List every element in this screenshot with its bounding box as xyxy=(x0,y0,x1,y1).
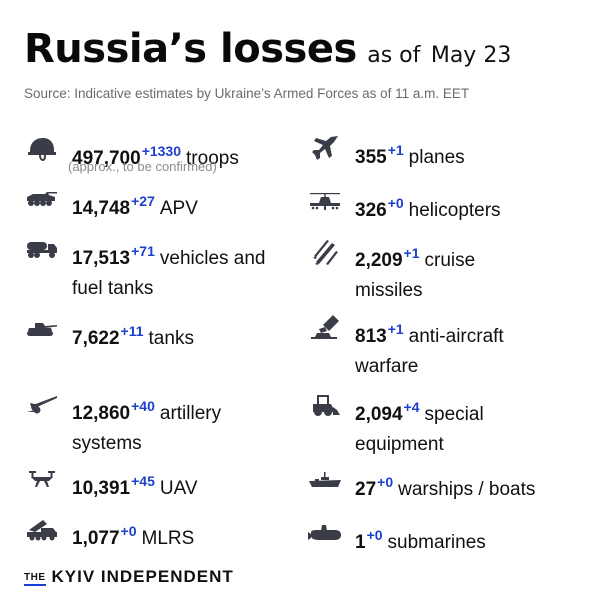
helmet-icon xyxy=(24,136,60,162)
stat-delta: +0 xyxy=(366,527,383,543)
drone-icon xyxy=(24,466,60,492)
stat-delta: +11 xyxy=(120,323,144,339)
brand-logo: THE KYIV INDEPENDENT xyxy=(24,567,234,587)
stat-label: cruise xyxy=(424,250,476,271)
stat-value: 1,077 xyxy=(72,528,120,549)
stat-label: helicopters xyxy=(408,200,501,221)
anti-aircraft-icon xyxy=(307,314,343,340)
stat-delta: +0 xyxy=(120,523,137,539)
brand-name: KYIV INDEPENDENT xyxy=(51,567,234,586)
stat-text: 326+0 helicopters xyxy=(355,188,501,226)
artillery-icon xyxy=(24,391,60,417)
stat-text: 2,094+4 special equipment xyxy=(355,392,484,460)
stat-label: artillery xyxy=(159,403,222,424)
stat-value: 355 xyxy=(355,147,387,168)
stat-delta: +0 xyxy=(377,474,394,490)
stat-value: 1 xyxy=(355,532,366,553)
stat-text: 1,077+0 MLRS xyxy=(72,516,194,554)
stat-text: 813+1 anti-aircraft warfare xyxy=(355,314,504,382)
stat-text: 1+0 submarines xyxy=(355,520,486,558)
stat-delta: +1330 xyxy=(141,143,182,159)
stat-text: 12,860+40 artillery systems xyxy=(72,391,221,459)
stat-delta: +4 xyxy=(403,399,420,415)
plane-icon xyxy=(307,135,343,161)
warship-icon xyxy=(307,467,343,493)
stat-delta: +27 xyxy=(131,193,155,209)
stat-label-line2: missiles xyxy=(355,280,423,301)
stat-delta: +71 xyxy=(131,243,155,259)
apv-icon xyxy=(24,186,60,212)
stat-text: 14,748+27 APV xyxy=(72,186,198,224)
missile-icon xyxy=(307,238,343,265)
special-equipment-icon xyxy=(307,392,343,418)
stat-value: 2,094 xyxy=(355,404,403,425)
stat-label: submarines xyxy=(387,532,486,553)
stat-delta: +45 xyxy=(131,473,155,489)
stat-label: MLRS xyxy=(141,528,195,549)
title-date: May 23 xyxy=(429,43,513,70)
stat-label-line2: warfare xyxy=(355,356,419,377)
stat-label-line2: equipment xyxy=(355,434,444,455)
troops-note: (approx., to be confirmed) xyxy=(68,159,217,174)
stat-text: 10,391+45 UAV xyxy=(72,466,198,504)
stat-label-line2: systems xyxy=(72,433,142,454)
stat-label: vehicles and xyxy=(159,248,266,269)
stat-label: tanks xyxy=(148,328,194,349)
stat-value: 7,622 xyxy=(72,328,120,349)
brand-prefix-text: THE xyxy=(24,571,46,583)
submarine-icon xyxy=(307,520,343,546)
stat-value: 326 xyxy=(355,200,387,221)
stat-delta: +0 xyxy=(387,195,404,211)
brand-prefix: THE xyxy=(24,571,46,586)
stat-label: APV xyxy=(159,198,198,219)
stat-value: 12,860 xyxy=(72,403,131,424)
stat-text: 17,513+71 vehicles and fuel tanks xyxy=(72,236,266,304)
stat-value: 497,700 xyxy=(72,148,141,169)
fuel-truck-icon xyxy=(24,236,60,262)
stat-text: 497,700+1330 troops xyxy=(72,136,239,174)
stat-text: 27+0 warships / boats xyxy=(355,467,535,505)
stat-value: 17,513 xyxy=(72,248,131,269)
brand-underline xyxy=(24,583,46,586)
stat-value: 14,748 xyxy=(72,198,131,219)
mlrs-icon xyxy=(24,516,60,542)
stat-value: 813 xyxy=(355,326,387,347)
source-note: Source: Indicative estimates by Ukraine’… xyxy=(24,86,470,101)
stat-label: special xyxy=(424,404,484,425)
helicopter-icon xyxy=(307,188,343,214)
page-title: Russia’s losses as of May 23 xyxy=(24,26,513,72)
stat-value: 10,391 xyxy=(72,478,131,499)
stat-label: anti-aircraft xyxy=(408,326,504,347)
stat-delta: +1 xyxy=(387,142,404,158)
stat-label: planes xyxy=(408,147,465,168)
stat-label-line2: fuel tanks xyxy=(72,278,154,299)
tank-icon xyxy=(24,316,60,342)
stat-label: warships / boats xyxy=(398,479,536,500)
stat-text: 355+1 planes xyxy=(355,135,465,173)
stat-delta: +40 xyxy=(131,398,155,414)
title-main: Russia’s losses xyxy=(24,26,357,72)
stat-delta: +1 xyxy=(387,321,404,337)
stat-text: 7,622+11 tanks xyxy=(72,316,194,354)
date-text: May 23 xyxy=(430,43,512,68)
title-as-of: as of xyxy=(367,43,421,68)
stat-value: 27 xyxy=(355,479,377,500)
stat-label: troops xyxy=(186,148,239,169)
stat-label: UAV xyxy=(159,478,198,499)
stat-text: 2,209+1 cruise missiles xyxy=(355,238,475,306)
stat-value: 2,209 xyxy=(355,250,403,271)
stat-delta: +1 xyxy=(403,245,420,261)
